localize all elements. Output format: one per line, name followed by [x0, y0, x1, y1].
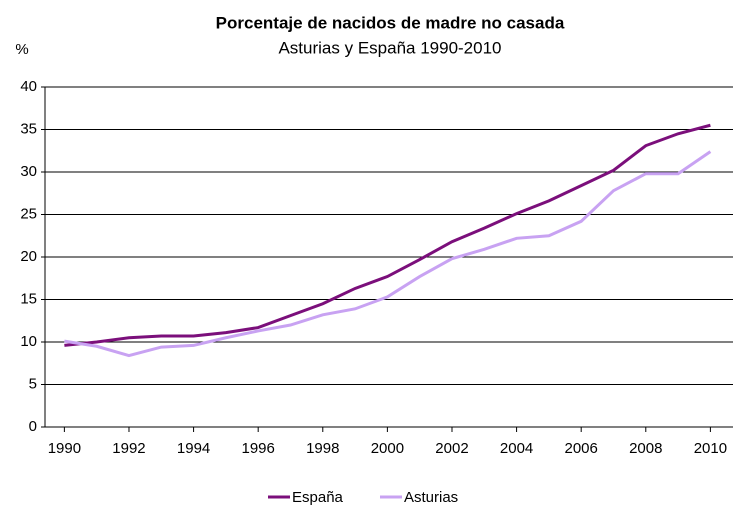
y-tick-label: 20 [20, 248, 37, 265]
y-tick-label: 15 [20, 290, 37, 307]
x-tick-label: 1996 [241, 440, 274, 457]
data-line [64, 150, 712, 358]
chart-title: Porcentaje de nacidos de madre no casada [216, 13, 565, 32]
x-tick-label: 2004 [500, 440, 533, 457]
x-tick-label: 1998 [306, 440, 339, 457]
x-tick-label: 2006 [565, 440, 598, 457]
x-tick-label: 2010 [694, 440, 727, 457]
y-tick-label: 25 [20, 205, 37, 222]
y-tick-label: 30 [20, 163, 37, 180]
y-tick-label: 35 [20, 120, 37, 137]
y-tick-label: 10 [20, 333, 37, 350]
y-tick-label: 40 [20, 78, 37, 95]
x-tick-label: 1990 [48, 440, 81, 457]
data-line [64, 123, 711, 347]
x-tick-label: 2000 [371, 440, 404, 457]
y-tick-label: 5 [29, 375, 37, 392]
legend-label: Asturias [404, 489, 458, 506]
x-tick-label: 1992 [112, 440, 145, 457]
x-tick-label: 2002 [435, 440, 468, 457]
legend-label: España [292, 489, 344, 506]
x-tick-label: 1994 [177, 440, 210, 457]
y-tick-label: 0 [29, 418, 37, 435]
x-tick-label: 2008 [629, 440, 662, 457]
chart-subtitle: Asturias y España 1990-2010 [278, 38, 501, 57]
y-axis-label: % [15, 41, 28, 58]
